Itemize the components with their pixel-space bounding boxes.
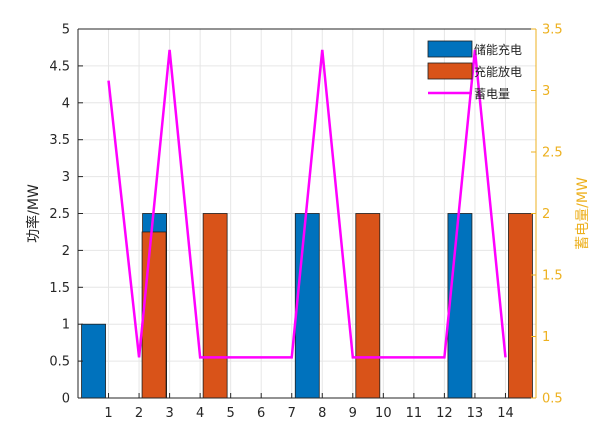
- legend-label: 储能充电: [474, 42, 522, 57]
- y-tick-label: 1: [62, 318, 70, 333]
- bar-charge: [81, 323, 106, 399]
- y2-tick-label: 2.5: [542, 146, 563, 161]
- bar-discharge: [508, 213, 533, 399]
- y2-tick-label: 1: [542, 330, 550, 345]
- energy-line: [107, 49, 507, 359]
- x-tick-label: 11: [406, 406, 423, 421]
- y2-tick-label: 3.5: [542, 23, 563, 38]
- y2-tick-label: 1.5: [542, 269, 563, 284]
- y-axis-label: 功率/MW: [25, 184, 42, 243]
- x-tick-label: 12: [436, 406, 453, 421]
- x-tick-label: 7: [288, 406, 296, 421]
- legend-label: 充能放电: [474, 64, 522, 79]
- legend-swatch: [427, 62, 473, 80]
- y-tick-label: 2: [62, 244, 70, 259]
- x-tick-label: 8: [318, 406, 326, 421]
- bar-discharge: [202, 213, 228, 399]
- y-tick-label: 3: [62, 170, 70, 185]
- y-tick-label: 0.5: [49, 355, 70, 370]
- x-tick-label: 10: [375, 406, 392, 421]
- bar-discharge: [355, 213, 381, 399]
- bars: [81, 213, 533, 399]
- y2-tick-label: 3: [542, 84, 550, 99]
- y-tick-label: 5: [62, 23, 70, 38]
- x-tick-label: 14: [497, 406, 514, 421]
- y-tick-label: 0: [62, 392, 70, 407]
- y2-axis-label: 蓄电量/MW: [575, 177, 591, 250]
- x-tick-label: 6: [257, 406, 265, 421]
- x-tick-label: 5: [227, 406, 235, 421]
- x-tick-label: 9: [349, 406, 357, 421]
- x-tick-label: 1: [104, 406, 112, 421]
- bar-discharge: [141, 231, 167, 399]
- y-tick-label: 4: [62, 96, 70, 111]
- tick-labels: 00.511.522.533.544.550.511.522.533.51 2 3 4…: [49, 23, 562, 422]
- legend-swatch: [427, 40, 473, 58]
- y-tick-label: 4.5: [49, 59, 70, 74]
- x-tick-label: 3: [165, 406, 173, 421]
- x-tick-label: 13: [467, 406, 484, 421]
- y-tick-label: 3.5: [49, 133, 70, 148]
- x-tick-label: 4: [196, 406, 204, 421]
- y2-tick-label: 0.5: [542, 392, 563, 407]
- y2-tick-label: 2: [542, 207, 550, 222]
- bar-charge: [447, 213, 473, 399]
- energy-series-line: [107, 49, 507, 359]
- y-tick-label: 2.5: [49, 207, 70, 222]
- legend-label: 蓄电量: [474, 87, 510, 101]
- y-tick-label: 1.5: [49, 281, 70, 296]
- x-tick-label: 2: [135, 406, 143, 421]
- bar-charge: [294, 213, 320, 399]
